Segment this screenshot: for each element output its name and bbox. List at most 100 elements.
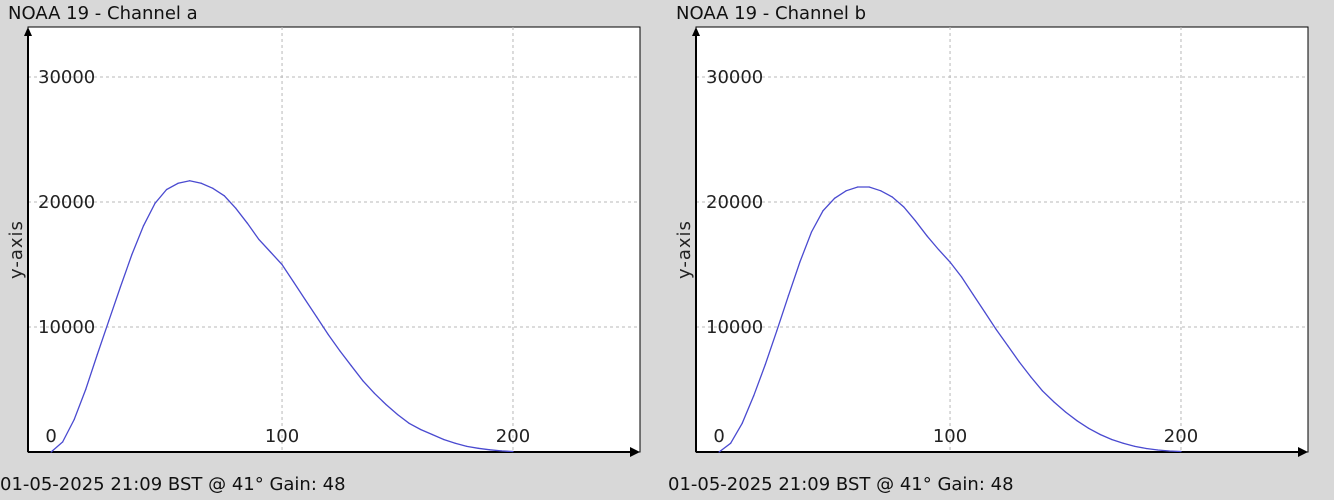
data-point xyxy=(1064,411,1067,413)
data-point xyxy=(1088,427,1090,429)
data-point xyxy=(269,251,272,253)
data-point xyxy=(914,220,916,222)
data-point xyxy=(408,422,410,424)
data-point xyxy=(880,190,882,192)
chart-footer: 01-05-2025 21:09 BST @ 41° Gain: 48 xyxy=(0,474,346,495)
data-point xyxy=(489,449,491,451)
data-point xyxy=(903,206,905,208)
y-axis-label: y-axis xyxy=(674,220,695,279)
data-point xyxy=(327,333,329,336)
data-point xyxy=(281,263,283,266)
chart-plot-b: 0 100 200 10000 20000 30000 y-axis xyxy=(674,26,1309,457)
x-tick-label: 100 xyxy=(265,426,299,447)
data-point xyxy=(1157,449,1159,451)
data-point xyxy=(189,180,191,182)
chart-plot-a: 0 100 200 10000 20000 30000 y-axis xyxy=(6,26,641,457)
data-point xyxy=(1111,438,1113,441)
data-point xyxy=(1018,361,1020,363)
data-point xyxy=(960,276,963,278)
data-point xyxy=(316,316,318,318)
y-tick-label: 30000 xyxy=(706,67,763,88)
data-point xyxy=(1076,420,1078,422)
chart-title: NOAA 19 - Channel a xyxy=(8,3,198,24)
data-point xyxy=(396,413,399,416)
data-point xyxy=(235,207,237,209)
data-point xyxy=(443,438,445,441)
data-point xyxy=(1134,445,1136,447)
data-point xyxy=(131,253,133,256)
data-point xyxy=(741,422,743,424)
data-point xyxy=(972,293,974,296)
data-point xyxy=(833,197,836,199)
data-point xyxy=(339,350,341,352)
data-point xyxy=(454,442,456,444)
data-point xyxy=(62,441,64,443)
data-point xyxy=(937,248,940,251)
data-point xyxy=(119,286,121,288)
data-point xyxy=(995,328,997,331)
data-point xyxy=(154,202,156,204)
data-point xyxy=(776,330,778,332)
data-point xyxy=(292,281,295,283)
plot-area xyxy=(27,26,641,453)
data-point xyxy=(385,403,387,406)
data-point xyxy=(753,395,755,397)
data-point xyxy=(212,187,214,189)
x-tick-label: 200 xyxy=(1164,426,1198,447)
data-point xyxy=(223,195,225,197)
data-point xyxy=(1099,433,1101,436)
data-point xyxy=(258,238,260,241)
data-point xyxy=(431,433,433,436)
data-point xyxy=(362,380,364,382)
data-point xyxy=(822,210,824,212)
data-point xyxy=(73,418,75,421)
data-point xyxy=(718,451,720,453)
data-point xyxy=(373,392,376,394)
data-point xyxy=(845,190,847,192)
chart-footer: 01-05-2025 21:09 BST @ 41° Gain: 48 xyxy=(668,474,1014,495)
data-point xyxy=(984,311,986,313)
x-tick-label: 0 xyxy=(713,426,724,447)
data-point xyxy=(304,298,306,301)
data-point xyxy=(1041,390,1044,392)
y-axis-arrow xyxy=(24,27,32,36)
data-point xyxy=(926,235,928,237)
data-point xyxy=(142,225,145,227)
data-point xyxy=(787,295,789,297)
data-point xyxy=(85,388,87,391)
chart-panel-b: NOAA 19 - Channel b 0 100 200 10000 20000 300… xyxy=(668,0,1328,500)
data-point xyxy=(108,320,110,322)
data-point xyxy=(1180,450,1182,453)
data-point xyxy=(165,188,168,191)
x-tick-label: 200 xyxy=(496,426,530,447)
data-point xyxy=(50,451,52,453)
data-point xyxy=(200,182,202,184)
y-tick-label: 20000 xyxy=(38,192,95,213)
data-point xyxy=(246,222,248,224)
y-tick-label: 20000 xyxy=(706,192,763,213)
data-point xyxy=(500,450,503,452)
data-point xyxy=(810,231,813,233)
y-tick-label: 10000 xyxy=(38,317,95,338)
data-point xyxy=(420,428,422,431)
data-point xyxy=(1122,442,1124,444)
y-axis-arrow xyxy=(692,27,700,36)
x-axis-arrow xyxy=(630,447,640,457)
chart-title: NOAA 19 - Channel b xyxy=(676,3,867,24)
data-point xyxy=(512,450,514,453)
data-point xyxy=(949,261,951,263)
data-point xyxy=(764,363,766,366)
data-point xyxy=(1145,447,1147,450)
data-point xyxy=(1030,376,1032,378)
data-point xyxy=(477,447,479,449)
data-point xyxy=(96,353,98,356)
y-tick-label: 10000 xyxy=(706,317,763,338)
y-tick-label: 30000 xyxy=(38,67,95,88)
data-point xyxy=(177,182,179,184)
x-axis-arrow xyxy=(1298,447,1308,457)
plot-area xyxy=(695,26,1309,453)
data-point xyxy=(350,365,352,367)
y-axis-label: y-axis xyxy=(6,220,27,279)
data-point xyxy=(1168,450,1171,452)
data-point xyxy=(857,186,859,188)
